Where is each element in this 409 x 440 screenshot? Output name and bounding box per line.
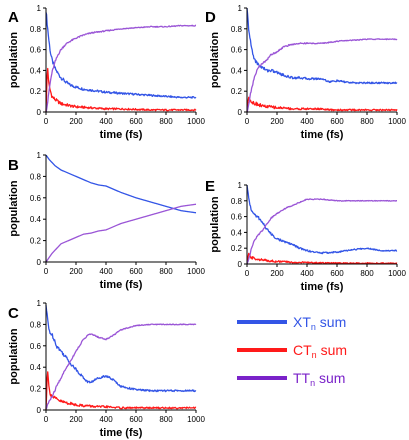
series-line-tt xyxy=(246,38,398,113)
legend-label-tt: TTn sum xyxy=(293,370,345,388)
y-tick-label: 0.4 xyxy=(231,66,243,75)
x-tick-label: 0 xyxy=(44,415,49,424)
series-line-ct xyxy=(45,371,197,410)
series-line-xt xyxy=(45,154,197,214)
y-tick-label: 0 xyxy=(238,260,243,269)
x-tick-label: 400 xyxy=(99,415,113,424)
series-line-xt xyxy=(45,12,197,99)
x-tick-label: 1000 xyxy=(388,269,406,278)
x-tick-label: 600 xyxy=(330,117,344,126)
x-tick-label: 800 xyxy=(159,415,173,424)
series-line-ct xyxy=(246,96,398,113)
y-tick-label: 0.4 xyxy=(231,228,243,237)
y-tick-label: 0.4 xyxy=(30,363,42,372)
y-tick-label: 1 xyxy=(37,151,42,160)
series-line-xt xyxy=(45,305,197,393)
y-axis-title: population xyxy=(8,328,20,384)
y-tick-label: 0 xyxy=(37,108,42,117)
x-tick-label: 0 xyxy=(44,267,49,276)
x-tick-label: 200 xyxy=(69,415,83,424)
x-tick-label: 600 xyxy=(129,117,143,126)
chart-panel-e: E 0 0.2 0.4 0.6 0.8 1 0 200 400 600 800 1000 time (fs… xyxy=(205,178,406,293)
y-tick-label: 0.6 xyxy=(30,342,42,351)
series-line-tt xyxy=(45,203,197,263)
x-tick-label: 1000 xyxy=(187,415,205,424)
y-tick-label: 1 xyxy=(37,299,42,308)
y-tick-label: 0.6 xyxy=(30,46,42,55)
chart-panel-b: B 0 0.2 0.4 0.6 0.8 1 0 200 400 600 800 1000 time (fs… xyxy=(8,151,205,291)
x-axis-title: time (fs) xyxy=(301,281,344,293)
x-tick-label: 1000 xyxy=(187,117,205,126)
y-tick-label: 0.8 xyxy=(30,320,42,329)
y-tick-label: 0.4 xyxy=(30,215,42,224)
y-tick-label: 0.6 xyxy=(30,194,42,203)
legend-label-xt: XTn sum xyxy=(293,314,346,332)
series-line-tt xyxy=(45,24,197,113)
y-tick-label: 0.2 xyxy=(30,237,42,246)
x-tick-label: 600 xyxy=(129,415,143,424)
x-tick-label: 800 xyxy=(159,267,173,276)
y-tick-label: 0 xyxy=(37,406,42,415)
y-tick-label: 0.8 xyxy=(231,25,243,34)
y-axis-title: population xyxy=(8,32,20,88)
x-tick-label: 400 xyxy=(300,117,314,126)
series-line-tt xyxy=(246,198,398,265)
chart-panel-a: A 0 0.2 0.4 0.6 0.8 1 0 200 400 600 800 1000 time (fs… xyxy=(8,4,205,141)
y-tick-label: 1 xyxy=(238,4,243,13)
y-axis-title: population xyxy=(209,32,221,88)
y-tick-label: 0.6 xyxy=(231,213,243,222)
chart-panel-c: C 0 0.2 0.4 0.6 0.8 1 0 200 400 600 800 1000 time (fs… xyxy=(8,299,205,439)
x-axis-title: time (fs) xyxy=(301,129,344,141)
x-tick-label: 1000 xyxy=(388,117,406,126)
x-tick-label: 800 xyxy=(360,117,374,126)
y-tick-label: 0.8 xyxy=(231,197,243,206)
series-line-ct xyxy=(246,252,398,265)
panel-letter: A xyxy=(8,9,19,26)
legend-label-ct: CTn sum xyxy=(293,342,347,360)
x-axis-title: time (fs) xyxy=(100,129,143,141)
x-tick-label: 200 xyxy=(270,117,284,126)
x-axis-title: time (fs) xyxy=(100,279,143,291)
x-tick-label: 600 xyxy=(330,269,344,278)
x-tick-label: 0 xyxy=(245,269,250,278)
x-tick-label: 200 xyxy=(69,267,83,276)
y-axis-title: population xyxy=(8,180,20,236)
x-tick-label: 400 xyxy=(99,117,113,126)
x-tick-label: 1000 xyxy=(187,267,205,276)
x-axis-title: time (fs) xyxy=(100,427,143,439)
x-tick-label: 0 xyxy=(44,117,49,126)
series-line-xt xyxy=(246,7,398,85)
x-tick-label: 0 xyxy=(245,117,250,126)
x-tick-label: 200 xyxy=(69,117,83,126)
panel-letter: C xyxy=(8,305,19,322)
x-tick-label: 200 xyxy=(270,269,284,278)
y-tick-label: 0.6 xyxy=(231,46,243,55)
panel-letter: D xyxy=(205,9,216,26)
panel-letter: B xyxy=(8,157,19,174)
y-tick-label: 0.2 xyxy=(30,385,42,394)
y-tick-label: 0.2 xyxy=(231,87,243,96)
x-tick-label: 600 xyxy=(129,267,143,276)
x-tick-label: 400 xyxy=(99,267,113,276)
x-tick-label: 800 xyxy=(360,269,374,278)
x-tick-label: 400 xyxy=(300,269,314,278)
y-tick-label: 0 xyxy=(37,258,42,267)
y-tick-label: 0 xyxy=(238,108,243,117)
legend: XTn sum CTn sum TTn sum xyxy=(237,314,347,388)
y-tick-label: 0.2 xyxy=(30,87,42,96)
y-tick-label: 0.8 xyxy=(30,172,42,181)
x-tick-label: 800 xyxy=(159,117,173,126)
y-tick-label: 0.2 xyxy=(231,244,243,253)
series-line-ct xyxy=(45,67,197,113)
y-tick-label: 1 xyxy=(37,4,42,13)
series-line-tt xyxy=(45,323,197,410)
y-tick-label: 0.8 xyxy=(30,25,42,34)
series-line-xt xyxy=(246,184,398,255)
y-tick-label: 1 xyxy=(238,181,243,190)
panel-letter: E xyxy=(205,178,215,195)
y-axis-title: population xyxy=(209,196,221,252)
y-tick-label: 0.4 xyxy=(30,66,42,75)
chart-panel-d: D 0 0.2 0.4 0.6 0.8 1 0 200 400 600 800 1000 time (fs… xyxy=(205,4,406,141)
